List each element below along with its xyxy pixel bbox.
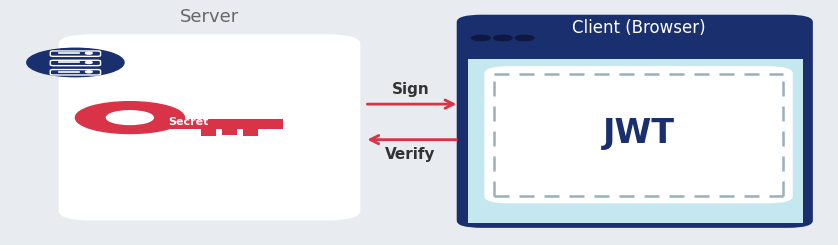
Text: Verify: Verify	[385, 147, 436, 162]
FancyBboxPatch shape	[50, 60, 101, 66]
FancyBboxPatch shape	[484, 66, 793, 203]
FancyBboxPatch shape	[50, 51, 101, 56]
Text: Server: Server	[180, 8, 239, 26]
Circle shape	[85, 52, 92, 54]
Circle shape	[515, 35, 534, 41]
Bar	[124, 119, 283, 129]
Text: Client (Browser): Client (Browser)	[572, 19, 706, 37]
Bar	[243, 129, 258, 136]
Text: JWT: JWT	[603, 117, 675, 150]
Bar	[201, 129, 216, 136]
FancyBboxPatch shape	[59, 34, 360, 220]
FancyBboxPatch shape	[457, 15, 813, 228]
Circle shape	[106, 111, 153, 124]
Circle shape	[75, 102, 184, 134]
Circle shape	[494, 35, 512, 41]
Text: Secret: Secret	[168, 117, 209, 127]
FancyBboxPatch shape	[50, 70, 101, 75]
Circle shape	[27, 48, 124, 77]
Text: Sign: Sign	[391, 82, 430, 97]
Circle shape	[472, 35, 490, 41]
Bar	[468, 59, 803, 223]
Circle shape	[85, 71, 92, 73]
Circle shape	[85, 61, 92, 63]
Bar	[222, 129, 237, 135]
